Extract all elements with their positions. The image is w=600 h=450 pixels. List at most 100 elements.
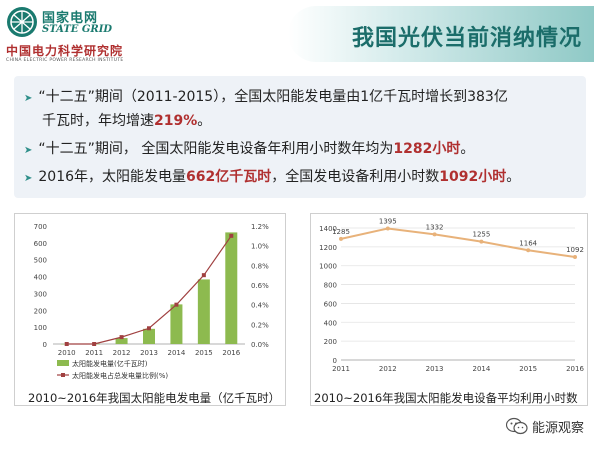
bullet-3: ➤ 2016年，太阳能发电量662亿千瓦时，全国发电设备利用小时数1092小时。 (24, 166, 520, 186)
share-point (64, 342, 69, 346)
bullet-arrow-icon: ➤ (24, 93, 33, 104)
x-tick-label: 2016 (222, 349, 240, 357)
bullet-1-highlight: 219% (154, 113, 198, 129)
utilization-point (573, 255, 577, 260)
utilization-point (479, 239, 484, 244)
bar (143, 328, 155, 344)
x-tick-label: 2012 (379, 365, 397, 373)
legend-line-label: 太阳能发电占总发电量比例(%) (72, 371, 168, 380)
y-tick-label: 0 (43, 341, 47, 349)
logo-institute-cn: 中国电力科学研究院 (6, 44, 124, 58)
state-grid-logo: 国家电网 STATE GRID 中国电力科学研究院 CHINA ELECTRIC… (6, 4, 206, 66)
summary-panel: ➤ “十二五”期间（2011-2015），全国太阳能发电量由1亿千瓦时增长到383… (14, 76, 586, 198)
bullet-2-text: “十二五”期间， 全国太阳能发电设备年利用小时数年均为 (38, 141, 394, 157)
bullet-3-highlight-2: 1092小时 (439, 169, 507, 185)
legend-bar-label: 太阳能发电量(亿千瓦时) (72, 359, 148, 368)
bullet-2-highlight: 1282小时 (393, 141, 461, 157)
generation-chart-caption: 2010~2016年我国太阳能电发电量（亿千瓦时） (28, 391, 281, 405)
utilization-point (339, 236, 343, 241)
bullet-1: ➤ “十二五”期间（2011-2015），全国太阳能发电量由1亿千瓦时增长到383… (24, 86, 508, 106)
wechat-watermark: 能源观察 (505, 416, 584, 436)
page-title: 我国光伏当前消纳情况 (351, 26, 582, 51)
y2-tick-label: 1.2% (251, 223, 269, 231)
x-tick-label: 2014 (472, 365, 490, 373)
share-point (147, 326, 151, 331)
logo-institute-en: CHINA ELECTRIC POWER RESEARCH INSTITUTE (6, 58, 124, 63)
bar (225, 232, 238, 344)
bullet-1-cont: 千瓦时，年均增速219%。 (42, 110, 211, 130)
y-tick-label: 600 (34, 240, 47, 248)
y-tick-label: 100 (34, 324, 47, 332)
y2-tick-label: 0.6% (251, 282, 269, 290)
utilization-chart-frame: 0 200 400 600 800 1000 1200 1400 2011 2012 2013 201… (310, 213, 588, 406)
y2-tick-label: 0.0% (251, 341, 269, 349)
logo-name-cn: 国家电网 (42, 11, 99, 26)
y-tick-label: 200 (34, 307, 47, 315)
bullet-3-highlight: 662亿千瓦时 (186, 169, 272, 185)
bar (115, 338, 128, 344)
bullet-arrow-icon: ➤ (24, 173, 33, 184)
y-tick-label: 1400 (319, 225, 337, 233)
watermark-text: 能源观察 (531, 420, 584, 436)
share-point (174, 302, 179, 307)
y2-tick-label: 0.2% (251, 321, 269, 329)
y-tick-label: 0 (333, 357, 337, 365)
y-tick-label: 1000 (319, 263, 337, 271)
x-tick-label: 2010 (58, 349, 76, 357)
x-tick-label: 2012 (113, 349, 131, 357)
x-tick-label: 2015 (519, 365, 537, 373)
wechat-icon (505, 417, 528, 435)
y2-tick-label: 0.8% (251, 262, 269, 270)
share-point (92, 342, 97, 346)
data-label: 1255 (472, 231, 490, 239)
logo-name-en: STATE GRID (42, 24, 113, 35)
y-tick-label: 300 (34, 290, 47, 298)
share-point (229, 233, 234, 238)
y-tick-label: 800 (324, 282, 337, 290)
x-tick-label: 2011 (85, 349, 103, 357)
generation-chart-frame: 0 100 200 300 400 500 600 700 0.0% 0.2% 0.4% 0.6% 0.… (14, 213, 286, 406)
utilization-point (526, 248, 531, 253)
bullet-2-post: 。 (460, 141, 475, 157)
y2-tick-label: 1.0% (251, 243, 269, 251)
utilization-line (340, 227, 576, 259)
y-tick-label: 600 (324, 300, 337, 308)
data-label: 1092 (566, 246, 584, 254)
generation-chart: 0 100 200 300 400 500 600 700 0.0% 0.2% 0.4% 0.6% 0.… (34, 223, 270, 380)
y-tick-label: 1200 (319, 244, 337, 252)
legend-line-marker (61, 373, 65, 377)
x-tick-label: 2014 (168, 349, 186, 357)
bullet-arrow-icon: ➤ (24, 145, 33, 156)
x-tick-label: 2011 (332, 365, 350, 373)
share-point (201, 273, 206, 278)
bar (170, 304, 183, 344)
x-tick-label: 2013 (140, 349, 158, 357)
utilization-point (385, 226, 390, 231)
x-tick-label: 2013 (426, 365, 444, 373)
y-tick-label: 400 (34, 274, 47, 282)
bullet-1-text-a: “十二五”期间（2011-2015），全国太阳能发电量由1亿千瓦时增长到383亿 (38, 89, 508, 105)
bullet-3-mid: ，全国发电设备利用小时数 (271, 169, 440, 185)
data-label: 1285 (332, 228, 350, 236)
share-point (119, 335, 124, 340)
legend-bar-swatch (57, 360, 69, 366)
bullet-3-post: 。 (506, 169, 521, 185)
bullet-1-text-b: 千瓦时，年均增速 (42, 113, 154, 129)
utilization-point (432, 232, 437, 237)
y-tick-label: 400 (324, 319, 337, 327)
data-label: 1164 (519, 239, 537, 247)
y-tick-label: 700 (34, 223, 47, 231)
data-label: 1332 (426, 223, 444, 231)
utilization-chart: 0 200 400 600 800 1000 1200 1400 2011 2012 2013 201… (319, 217, 584, 373)
y-tick-label: 500 (34, 257, 47, 265)
x-tick-label: 2016 (566, 365, 584, 373)
bullet-3-text: 2016年，太阳能发电量 (38, 169, 187, 185)
y-tick-label: 200 (324, 338, 337, 346)
data-label: 1395 (379, 217, 397, 225)
utilization-chart-caption: 2010~2016年我国太阳能发电设备平均利用小时数 (314, 391, 578, 405)
y2-tick-label: 0.4% (251, 302, 269, 310)
state-grid-emblem-icon (7, 7, 37, 37)
x-tick-label: 2015 (195, 349, 213, 357)
bar (197, 279, 210, 344)
bullet-1-post: 。 (197, 113, 212, 129)
